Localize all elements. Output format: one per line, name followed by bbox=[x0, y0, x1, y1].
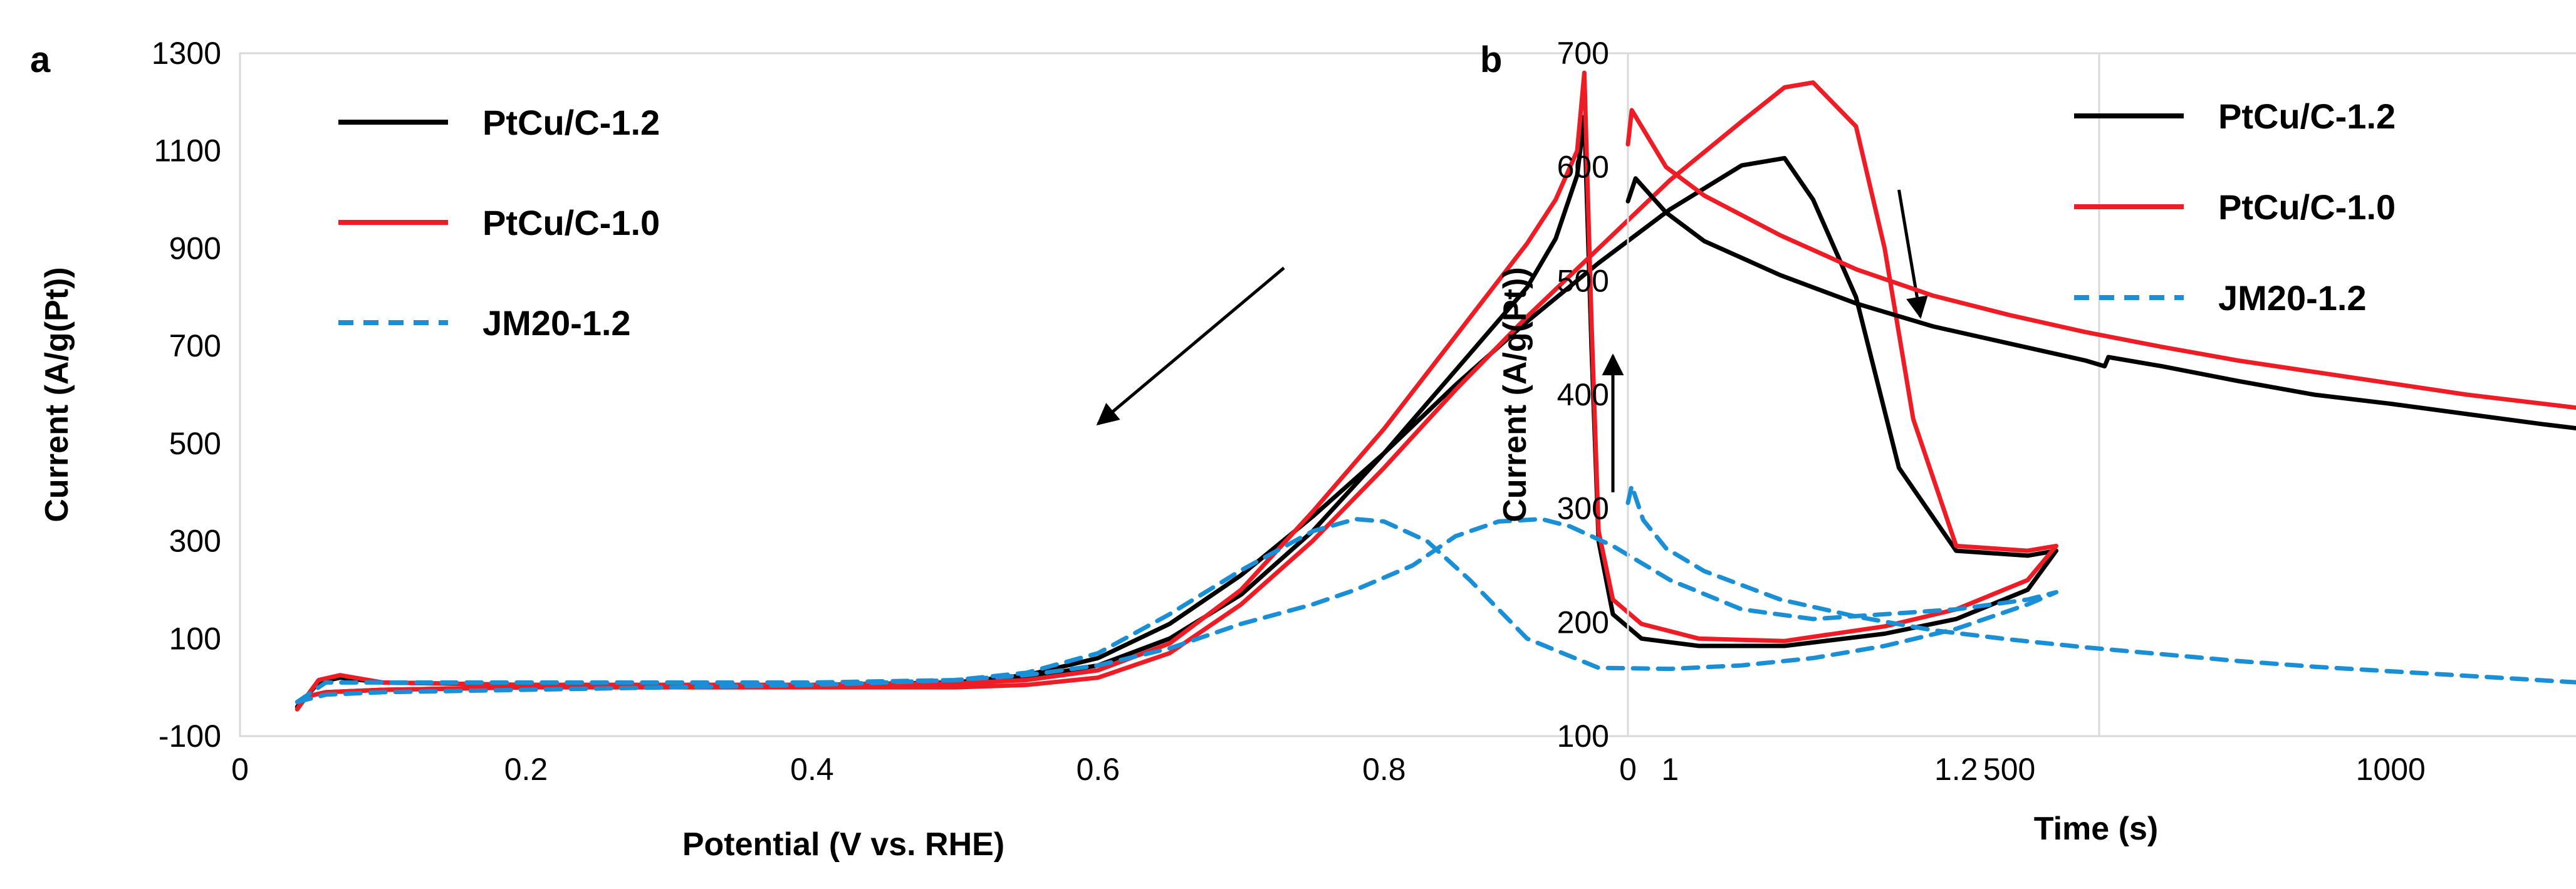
panel-a-x-axis-title: Potential (V vs. RHE) bbox=[682, 826, 1004, 863]
panel-a-scan-direction-arrow bbox=[1897, 189, 1928, 319]
panel-a-series-ptcu-c-1-0 bbox=[295, 70, 2058, 712]
panel-b-legend: PtCu/C-1.2 PtCu/C-1.0 JM20-1.2 bbox=[2074, 96, 2396, 318]
panel-a-label: a bbox=[30, 39, 51, 80]
panel-b-legend-label-ptcu-c-1-0: PtCu/C-1.0 bbox=[2218, 187, 2396, 227]
panel-a-series bbox=[295, 70, 2058, 712]
panel-a-y-tick-labels: -100 100 300 500 700 900 1100 1300 bbox=[152, 36, 221, 754]
panel-a-y-tick-label: 500 bbox=[169, 426, 221, 461]
panel-b-label: b bbox=[1480, 39, 1502, 80]
panel-a: a 0 0.2 0.4 0.6 0.8 1 1.2 -100 100 300 500 700 900 1… bbox=[30, 36, 2100, 863]
panel-b-y-tick-label: 200 bbox=[1557, 605, 1609, 640]
panel-a-legend-label-ptcu-c-1-0: PtCu/C-1.0 bbox=[482, 203, 660, 242]
panel-b-y-tick-label: 100 bbox=[1557, 719, 1609, 754]
panel-a-x-tick-label: 1.2 bbox=[1934, 752, 1978, 787]
panel-a-series-jm20-1-2 bbox=[295, 517, 2058, 704]
panel-b-x-axis-title: Time (s) bbox=[2034, 811, 2158, 847]
panel-a-x-tick-label: 0 bbox=[231, 752, 249, 787]
panel-a-legend-label-ptcu-c-1-2: PtCu/C-1.2 bbox=[482, 103, 660, 142]
panel-b-series bbox=[1625, 108, 2576, 685]
panel-a-scan-direction-arrow bbox=[1096, 266, 1285, 425]
panel-a-y-tick-label: 300 bbox=[169, 524, 221, 559]
panel-a-y-axis-title: Current (A/g(Pt)) bbox=[39, 267, 75, 522]
panel-a-x-tick-label: 1 bbox=[1661, 752, 1679, 787]
panel-b-y-tick-label: 700 bbox=[1557, 36, 1609, 71]
panel-a-y-tick-label: 100 bbox=[169, 621, 221, 656]
panel-a-scan-arrows bbox=[1096, 189, 1928, 492]
panel-a-y-tick-label: 900 bbox=[169, 231, 221, 266]
panel-b-x-tick-labels: 050010001500 bbox=[1619, 752, 2426, 787]
panel-a-legend-label-jm20-1-2: JM20-1.2 bbox=[482, 303, 631, 343]
panel-b-legend-label-ptcu-c-1-2: PtCu/C-1.2 bbox=[2218, 96, 2396, 136]
panel-b-y-tick-label: 400 bbox=[1557, 377, 1609, 412]
panel-a-x-tick-label: 0.2 bbox=[504, 752, 548, 787]
panel-b-y-axis-title: Current (A/g(Pt)) bbox=[1497, 267, 1533, 522]
panel-a-plot-area bbox=[239, 52, 2100, 737]
panel-b-series-ptcu-c-1-2 bbox=[1625, 176, 2576, 430]
panel-b-y-tick-label: 300 bbox=[1557, 491, 1609, 526]
panel-a-y-tick-label: 1300 bbox=[152, 36, 221, 71]
panel-b-x-tick-label: 500 bbox=[1983, 752, 2035, 787]
panel-a-y-tick-label: 1100 bbox=[154, 133, 221, 169]
panel-b-x-tick-label: 1000 bbox=[2356, 752, 2426, 787]
panel-b-legend-label-jm20-1-2: JM20-1.2 bbox=[2218, 278, 2367, 318]
panel-b-x-tick-label: 0 bbox=[1619, 752, 1637, 787]
panel-a-x-tick-label: 0.8 bbox=[1362, 752, 1406, 787]
panel-b-plot-area bbox=[1627, 52, 2576, 737]
panel-b-y-tick-labels: 100 200 300 400 500 600 700 bbox=[1557, 36, 1609, 754]
panel-b-y-tick-label: 500 bbox=[1557, 263, 1609, 298]
panel-a-y-tick-label: 700 bbox=[169, 328, 221, 363]
panel-a-x-tick-label: 0.4 bbox=[790, 752, 834, 787]
panel-a-x-tick-labels: 0 0.2 0.4 0.6 0.8 1 1.2 bbox=[231, 752, 1978, 787]
panel-a-legend: PtCu/C-1.2 PtCu/C-1.0 JM20-1.2 bbox=[338, 103, 660, 343]
panel-a-y-tick-label: -100 bbox=[159, 719, 221, 754]
panel-b-series-jm20-1-2 bbox=[1625, 483, 2576, 685]
panel-a-x-tick-label: 0.6 bbox=[1077, 752, 1120, 787]
panel-b-y-tick-label: 600 bbox=[1557, 150, 1609, 185]
panel-b-series-ptcu-c-1-0 bbox=[1625, 108, 2576, 410]
